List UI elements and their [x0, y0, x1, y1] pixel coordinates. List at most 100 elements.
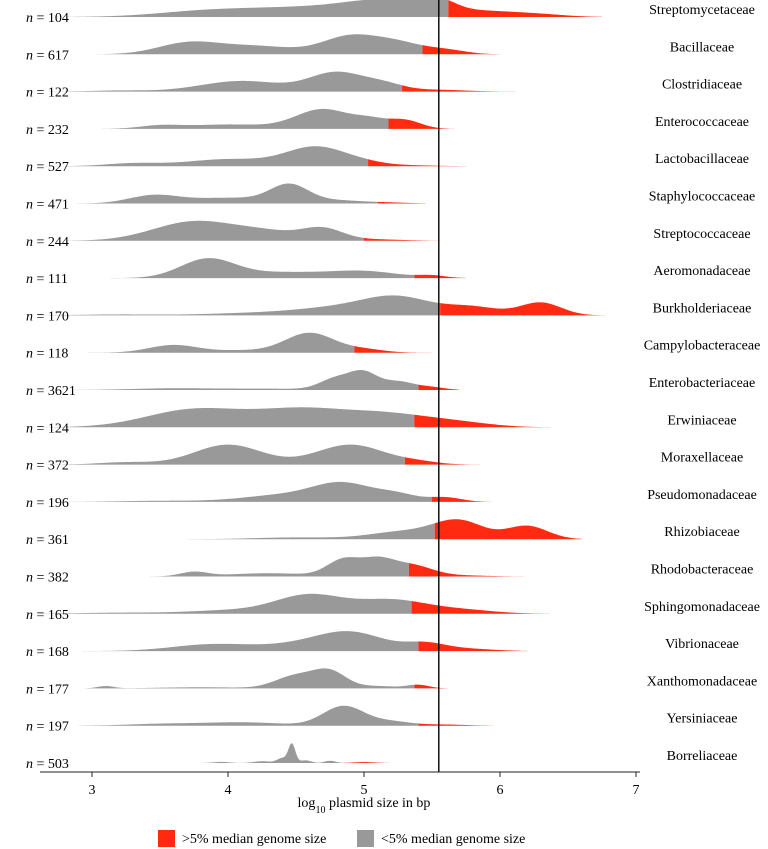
sample-count-label: n = 111 [26, 272, 68, 287]
sample-count-symbol: n [26, 571, 33, 586]
sample-count-label: n = 177 [26, 682, 69, 697]
density-below-threshold [187, 523, 435, 540]
family-label: Enterobacteriaceae [649, 376, 755, 391]
ridge-row: n = 197 Yersiniaceae [26, 705, 738, 735]
x-tick-label: 6 [497, 783, 504, 798]
density-above-threshold [418, 384, 460, 390]
sample-count-symbol: n [26, 86, 33, 101]
density-above-threshold [414, 684, 480, 689]
density-above-threshold [404, 457, 480, 465]
sample-count-label: n = 382 [26, 571, 69, 586]
sample-count-value: = 122 [33, 86, 69, 101]
family-label: Burkholderiaceae [653, 301, 752, 316]
sample-count-value: = 382 [33, 571, 69, 586]
density-above-threshold [388, 118, 466, 129]
sample-count-value: = 244 [33, 235, 69, 250]
sample-count-label: n = 196 [26, 496, 69, 511]
sample-count-symbol: n [26, 160, 33, 175]
sample-count-label: n = 361 [26, 533, 69, 548]
density-below-threshold [37, 668, 415, 689]
x-tick-label: 4 [225, 783, 232, 798]
sample-count-symbol: n [26, 682, 33, 697]
sample-count-symbol: n [26, 309, 33, 324]
sample-count-value: = 471 [33, 198, 69, 213]
family-label: Xanthomonadaceae [647, 674, 757, 689]
x-axis-ticks: 3 4 5 6 7 [89, 772, 640, 798]
ridge-row: n = 617 Bacillaceae [26, 34, 734, 63]
family-label: Streptomycetaceae [649, 3, 755, 18]
legend-label-below: <5% median genome size [381, 832, 525, 847]
density-above-threshold [408, 563, 528, 577]
sample-count-label: n = 503 [26, 757, 69, 772]
ridge-row: n = 372 Moraxellaceae [26, 444, 743, 474]
density-below-threshold [58, 34, 423, 55]
sample-count-label: n = 527 [26, 160, 69, 175]
ridge-row: n = 122 Clostridiaceae [26, 71, 742, 101]
sample-count-label: n = 118 [26, 347, 68, 362]
legend: >5% median genome size <5% median genome… [158, 830, 525, 847]
density-below-threshold [78, 705, 419, 726]
sample-count-value: = 118 [33, 347, 68, 362]
sample-count-symbol: n [26, 608, 33, 623]
sample-count-label: n = 471 [26, 198, 69, 213]
sample-count-symbol: n [26, 720, 33, 735]
density-below-threshold [64, 108, 389, 129]
density-above-threshold [402, 85, 528, 92]
sample-count-value: = 197 [33, 720, 69, 735]
sample-count-value: = 361 [33, 533, 69, 548]
x-tick-label: 3 [89, 783, 96, 798]
sample-count-label: n = 168 [26, 645, 69, 660]
sample-count-symbol: n [26, 459, 33, 474]
x-axis-title-prefix: log [298, 796, 316, 811]
family-label: Streptococcaceae [653, 227, 750, 242]
family-label: Borreliaceae [667, 749, 738, 764]
sample-count-label: n = 104 [26, 11, 69, 26]
ridge-row: n = 3621 Enterobacteriaceae [26, 370, 755, 399]
density-above-threshold [354, 346, 439, 353]
sample-count-label: n = 372 [26, 459, 69, 474]
family-label: Yersiniaceae [667, 712, 738, 727]
density-below-threshold [78, 556, 409, 577]
family-label: Rhizobiaceae [664, 525, 739, 540]
density-below-threshold [160, 743, 344, 763]
density-below-threshold [37, 220, 364, 241]
density-above-threshold [418, 641, 528, 652]
sample-count-symbol: n [26, 496, 33, 511]
density-below-threshold [37, 593, 412, 614]
density-below-threshold [71, 370, 419, 390]
density-above-threshold [432, 496, 500, 502]
ridge-row: n = 382 Rhodobacteraceae [26, 556, 753, 586]
density-below-threshold [37, 444, 405, 465]
sample-count-value: = 168 [33, 645, 69, 660]
density-below-threshold [37, 0, 449, 17]
sample-count-label: n = 124 [26, 421, 69, 436]
family-label: Enterococcaceae [655, 115, 749, 130]
sample-count-symbol: n [26, 347, 33, 362]
family-label: Clostridiaceae [662, 78, 742, 93]
family-label: Moraxellaceae [661, 451, 743, 466]
sample-count-value: = 3621 [33, 384, 76, 399]
x-tick-label: 5 [361, 783, 368, 798]
family-label: Aeromonadaceae [653, 264, 750, 279]
sample-count-value: = 232 [33, 123, 69, 138]
ridge-row: n = 111 Aeromonadaceae [26, 258, 751, 287]
ridge-row: n = 104 Streptomycetaceae [26, 0, 755, 26]
family-label: Lactobacillaceae [655, 152, 749, 167]
sample-count-label: n = 232 [26, 123, 69, 138]
sample-count-label: n = 170 [26, 309, 69, 324]
density-below-threshold [37, 481, 432, 502]
sample-count-label: n = 3621 [26, 384, 76, 399]
sample-count-value: = 124 [33, 421, 69, 436]
density-above-threshold [434, 519, 582, 540]
sample-count-symbol: n [26, 757, 33, 772]
sample-count-value: = 196 [33, 496, 69, 511]
density-below-threshold [37, 332, 355, 353]
density-above-threshold [411, 601, 568, 614]
x-axis-title-suffix: plasmid size in bp [325, 796, 430, 811]
ridge-row: n = 118 Campylobacteraceae [26, 332, 760, 362]
ridge-row: n = 168 Vibrionaceae [26, 631, 739, 660]
ridge-row: n = 471 Staphylococcaceae [26, 183, 755, 213]
ridge-row: n = 361 Rhizobiaceae [26, 519, 740, 548]
x-axis-title-subscript: 10 [315, 805, 325, 816]
